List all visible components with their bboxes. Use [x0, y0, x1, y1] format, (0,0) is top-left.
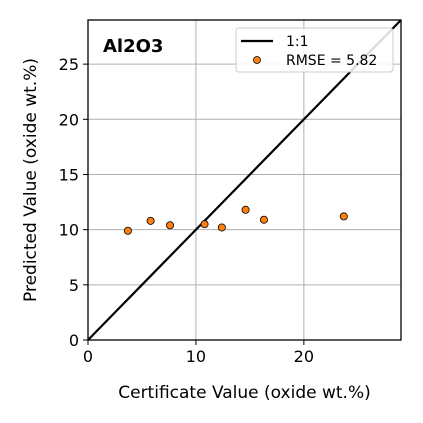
y-tick-label: 10	[59, 221, 79, 240]
chart-title: Al2O3	[103, 36, 163, 57]
legend-box	[235, 27, 394, 73]
plot-frame	[87, 19, 402, 341]
y-tick-label: 5	[69, 276, 79, 295]
data-points	[123, 205, 348, 235]
x-axis-label: Certificate Value (oxide wt.%)	[118, 383, 371, 403]
y-axis-label: Predicted Value (oxide wt.%)	[21, 58, 41, 302]
axis-ticks: 0 10 20 0 5 10 15 20 25	[59, 55, 314, 366]
x-tick-label: 10	[186, 347, 206, 366]
y-tick-label: 25	[59, 55, 79, 74]
y-tick-label: 20	[59, 110, 79, 129]
scatter-point	[123, 226, 132, 235]
scatter-point	[166, 221, 175, 230]
y-tick-label: 0	[69, 331, 79, 350]
x-tick-label: 0	[83, 347, 93, 366]
y-tick-label: 15	[59, 165, 79, 184]
scatter-point	[339, 212, 348, 221]
legend: 1:1 RMSE = 5.82	[235, 27, 394, 73]
scatter-point	[200, 220, 209, 229]
scatter-point	[146, 216, 155, 225]
scatter-point	[259, 215, 268, 224]
legend-label-1to1: 1:1	[286, 34, 309, 50]
legend-marker-swatch	[253, 56, 261, 64]
reference-line-layer	[87, 19, 402, 341]
x-tick-label: 20	[294, 347, 314, 366]
scatter-point	[217, 223, 226, 232]
scatter-point	[241, 205, 250, 214]
reference-line-1to1	[87, 19, 402, 341]
legend-label-rmse: RMSE = 5.82	[286, 53, 377, 69]
